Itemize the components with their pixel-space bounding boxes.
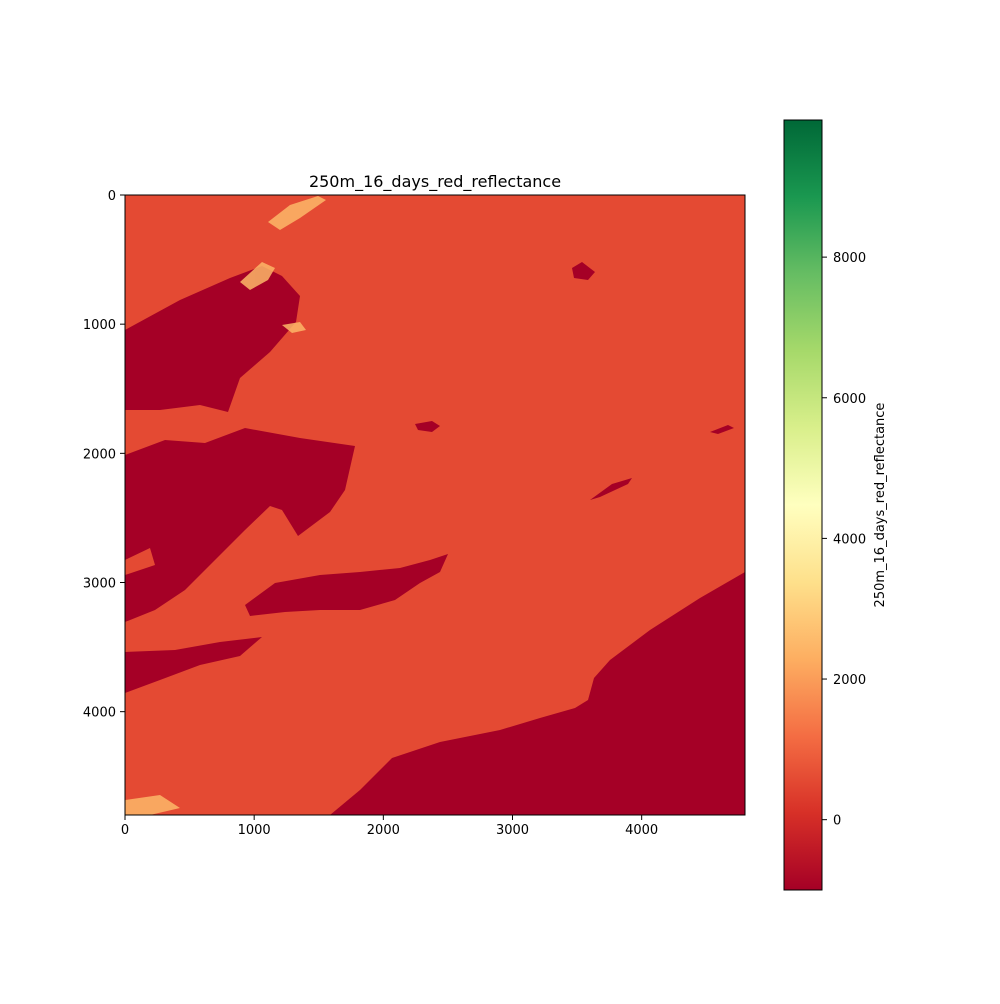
x-tick-label: 3000 [496,823,529,838]
water-bottom-right [330,572,745,815]
x-tick-label: 2000 [367,823,400,838]
y-tick-label: 4000 [83,706,116,721]
y-tick-label: 2000 [83,447,116,462]
y-tick-label: 0 [108,189,116,204]
x-tick-label: 0 [121,823,129,838]
plot-frame [124,194,746,816]
y-axis: 0 1000 2000 3000 4000 [83,189,125,721]
colorbar-tick-label: 4000 [833,532,866,547]
x-axis: 0 1000 2000 3000 4000 [121,815,658,838]
bright-bottom-left [125,795,180,815]
water-top-left [125,266,300,412]
water-small-4 [590,478,632,500]
y-tick-label: 1000 [83,318,116,333]
y-tick-label: 3000 [83,577,116,592]
colorbar-tick-label: 0 [833,814,841,829]
colorbar-tick-label: 8000 [833,251,866,266]
water-regions [125,262,745,815]
colorbar-tick-label: 6000 [833,392,866,407]
bright-ridge-2 [282,322,306,333]
water-small-2 [572,262,595,280]
water-small-1 [415,421,440,432]
heatmap-image [125,195,745,815]
bright-left-ridge [240,262,275,290]
chart-title: 250m_16_days_red_reflectance [309,172,561,192]
bright-top-strip [268,196,326,230]
colorbar-axis: 0 2000 4000 6000 8000 [822,251,866,829]
water-left-lobe [125,428,355,622]
x-tick-label: 1000 [238,823,271,838]
colorbar-label: 250m_16_days_red_reflectance [873,403,888,608]
colorbar [783,119,823,891]
water-center-lake [245,554,448,616]
bright-patches [125,196,326,815]
water-small-3 [710,425,734,434]
water-lower-left [125,637,262,693]
x-tick-label: 4000 [625,823,658,838]
colorbar-tick-label: 2000 [833,673,866,688]
